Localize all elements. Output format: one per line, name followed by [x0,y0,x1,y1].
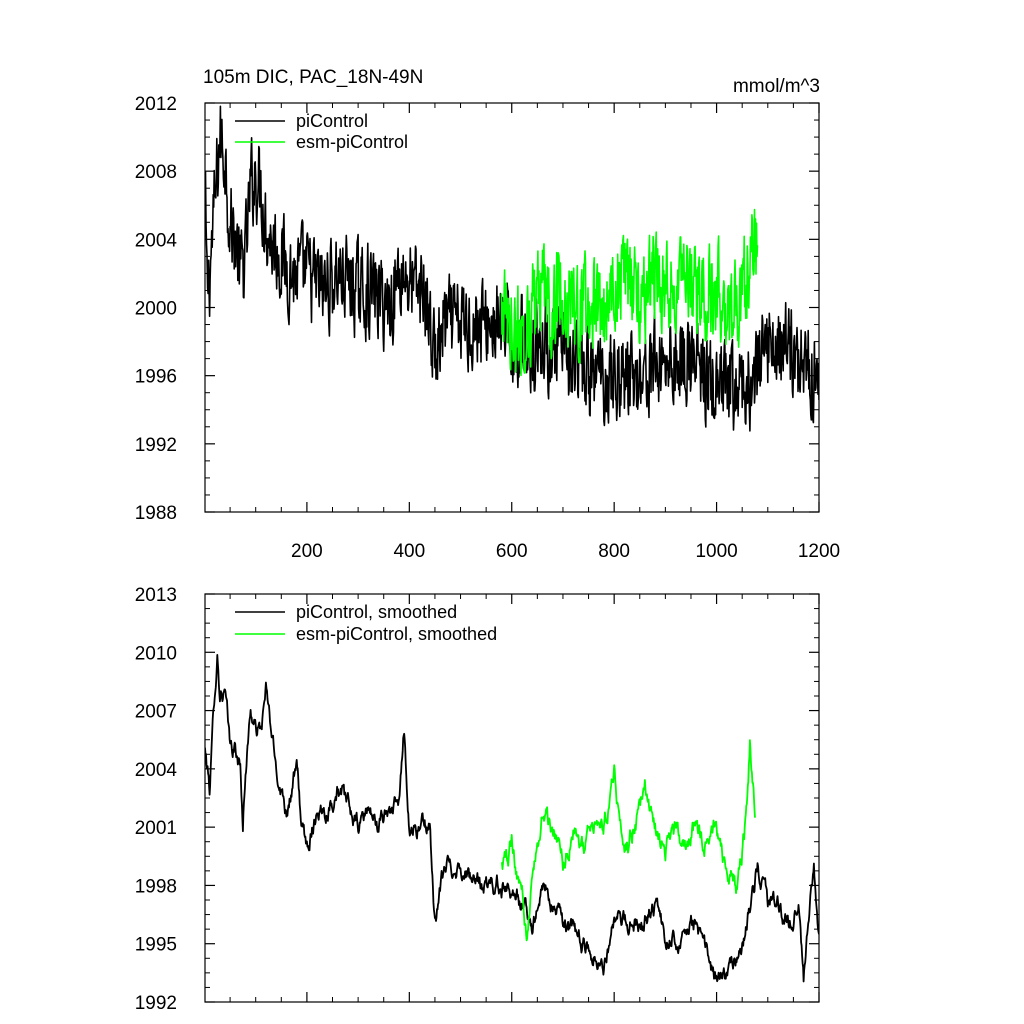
y-tick-label: 2004 [135,760,178,781]
y-tick-label: 1996 [135,367,177,388]
y-tick-label: 1988 [135,503,177,524]
y-tick-label: 1992 [135,435,177,456]
x-tick-label: 1000 [695,541,737,562]
y-tick-label: 1992 [135,993,177,1014]
top-chart-title: 105m DIC, PAC_18N-49N [203,67,423,88]
top-panel: 105m DIC, PAC_18N-49N mmol/m^3 198819921… [135,67,840,562]
top-legend: piControl esm-piControl [235,111,408,152]
top-y-tick-labels: 1988 1992 1996 2000 2004 2008 2012 [135,94,178,524]
legend-label-picontrol-smoothed: piControl, smoothed [296,602,457,622]
bottom-y-tick-labels: 1992 1995 1998 2001 2004 2007 2010 2013 [135,585,178,1014]
y-tick-label: 2012 [135,94,177,115]
x-tick-label: 1200 [798,541,840,562]
x-tick-label: 600 [496,541,528,562]
x-tick-label: 400 [393,541,425,562]
x-tick-label: 200 [291,541,323,562]
esm-picontrol-series-line [500,208,759,377]
y-tick-label: 2004 [135,230,178,251]
top-plot-frame [204,102,820,513]
y-tick-label: 1998 [135,876,177,897]
legend-label-esm-picontrol: esm-piControl [296,132,408,152]
bottom-legend: piControl, smoothed esm-piControl, smoot… [235,602,497,644]
bottom-plot-frame [204,593,820,1003]
picontrol-smoothed-series-line [205,654,819,983]
bottom-panel: 1992 1995 1998 2001 2004 2007 2010 2013 piContr… [135,585,820,1014]
y-tick-label: 2010 [135,643,177,664]
x-tick-label: 800 [598,541,630,562]
y-tick-label: 2013 [135,585,177,606]
legend-label-picontrol: piControl [296,111,368,131]
top-chart-units: mmol/m^3 [733,76,820,97]
esm-picontrol-smoothed-series-line [500,739,756,942]
y-tick-label: 2001 [135,818,177,839]
y-tick-label: 2008 [135,162,177,183]
picontrol-series-line [205,105,819,432]
bottom-axis-ticks [205,593,820,1003]
top-x-tick-labels: 200 400 600 800 1000 1200 [291,541,840,562]
legend-label-esm-picontrol-smoothed: esm-piControl, smoothed [296,624,497,644]
y-tick-label: 2007 [135,702,177,723]
y-tick-label: 1995 [135,935,177,956]
y-tick-label: 2000 [135,299,177,320]
